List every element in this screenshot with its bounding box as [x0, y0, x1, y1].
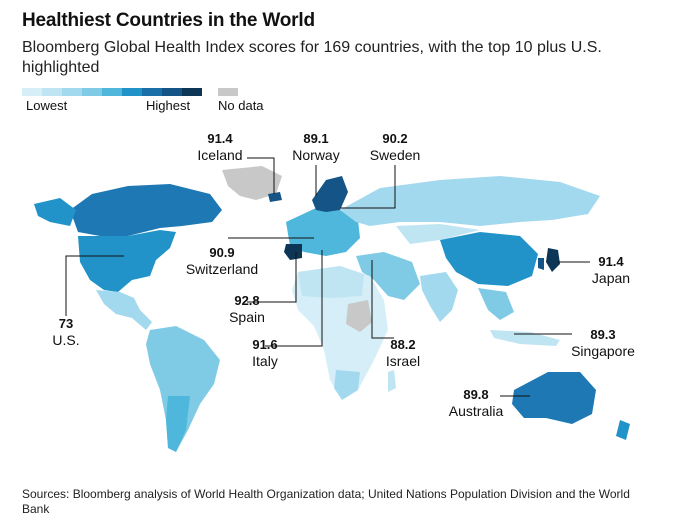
iceland-label: Iceland — [197, 147, 243, 163]
australia-shape — [512, 372, 596, 424]
australia-label: Australia — [448, 403, 504, 419]
greenland-shape — [222, 166, 282, 200]
legend-lowest-label: Lowest — [26, 98, 68, 113]
south-africa-shape — [334, 370, 360, 400]
israel-score: 88.2 — [390, 337, 416, 352]
callout-norway: 89.1 Norway — [286, 131, 346, 163]
south-america-shape — [146, 326, 220, 452]
israel-leader — [371, 260, 394, 339]
legend-swatch-9 — [182, 88, 202, 96]
switzerland-score: 90.9 — [209, 245, 235, 260]
callout-italy: 91.6 Italy — [240, 337, 290, 369]
switzerland-label: Switzerland — [185, 261, 259, 277]
sweden-leader — [340, 165, 396, 209]
legend-highest-label: Highest — [146, 98, 191, 113]
callout-iceland: 91.4 Iceland — [192, 131, 248, 163]
callout-japan: 91.4 Japan — [586, 254, 636, 286]
legend-swatch-7 — [142, 88, 162, 96]
spain-leader — [247, 252, 297, 303]
singapore-label: Singapore — [571, 343, 635, 359]
singapore-score: 89.3 — [590, 327, 616, 342]
korea-shape — [538, 258, 544, 270]
norway-score: 89.1 — [303, 131, 329, 146]
callout-sweden: 90.2 Sweden — [364, 131, 426, 163]
callout-switzerland: 90.9 Switzerland — [182, 245, 262, 277]
legend-swatch-nodata — [218, 88, 238, 96]
legend-swatch-8 — [162, 88, 182, 96]
legend-swatch-5 — [102, 88, 122, 96]
spain-shape — [284, 244, 302, 260]
source-note: Sources: Bloomberg analysis of World Hea… — [22, 487, 630, 516]
legend-nodata-label: No data — [218, 98, 264, 113]
africa-shape — [292, 266, 388, 400]
india-shape — [420, 272, 458, 322]
madagascar-shape — [388, 370, 396, 392]
alaska-shape — [34, 198, 76, 226]
us-label: U.S. — [52, 332, 80, 348]
central-asia-shape — [396, 224, 480, 244]
indonesia-shape — [490, 330, 560, 346]
us-leader — [65, 255, 124, 316]
sweden-score: 90.2 — [382, 131, 408, 146]
usa-shape — [78, 230, 176, 292]
mexico-shape — [96, 290, 152, 330]
italy-leader — [265, 250, 323, 347]
legend-swatch-2 — [42, 88, 62, 96]
color-legend: Lowest Highest No data — [22, 88, 282, 114]
norway-label: Norway — [292, 147, 340, 163]
sudan-shape — [346, 300, 372, 332]
callout-spain: 92.8 Spain — [222, 293, 272, 325]
legend-swatch-1 — [22, 88, 42, 96]
legend-swatch-4 — [82, 88, 102, 96]
iceland-leader — [247, 157, 275, 194]
israel-label: Israel — [385, 353, 421, 369]
canada-shape — [70, 184, 222, 236]
callout-us: 73 U.S. — [46, 316, 86, 348]
china-shape — [440, 232, 538, 286]
chart-subtitle: Bloomberg Global Health Index scores for… — [22, 39, 602, 76]
spain-score: 92.8 — [234, 293, 260, 308]
italy-score: 91.6 — [252, 337, 278, 352]
callout-lines — [65, 157, 590, 397]
north-africa-shape — [298, 266, 364, 298]
iceland-score: 91.4 — [207, 131, 233, 146]
sweden-label: Sweden — [369, 147, 421, 163]
japan-score: 91.4 — [598, 254, 624, 269]
europe-shape — [286, 208, 360, 256]
us-score: 73 — [58, 316, 74, 331]
legend-swatch-6 — [122, 88, 142, 96]
australia-score: 89.8 — [463, 387, 489, 402]
southeast-asia-shape — [478, 288, 514, 320]
legend-swatch-3 — [62, 88, 82, 96]
japan-label: Japan — [591, 270, 631, 286]
iceland-shape — [268, 192, 282, 202]
callout-singapore: 89.3 Singapore — [566, 327, 640, 359]
chart-title: Healthiest Countries in the World — [22, 10, 315, 31]
callout-australia: 89.8 Australia — [444, 387, 508, 419]
japan-shape — [546, 248, 560, 272]
italy-label: Italy — [252, 353, 278, 369]
southern-cone-shape — [166, 396, 190, 452]
callout-israel: 88.2 Israel — [378, 337, 428, 369]
spain-label: Spain — [229, 309, 265, 325]
russia-shape — [340, 176, 600, 226]
scandinavia-shape — [312, 176, 348, 212]
new-zealand-shape — [616, 420, 630, 440]
